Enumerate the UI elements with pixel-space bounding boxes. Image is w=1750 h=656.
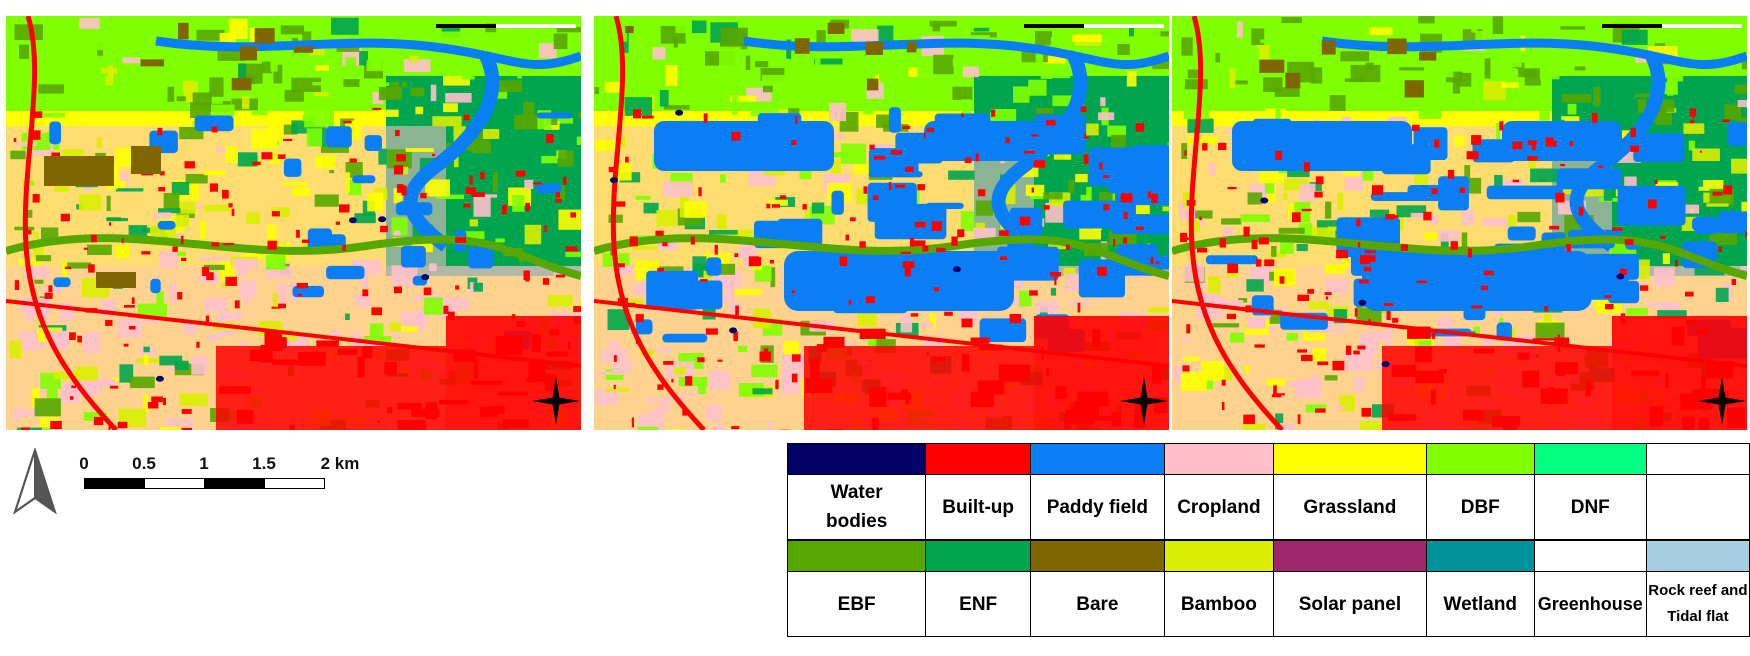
scale-tick: 0 xyxy=(79,454,89,473)
legend-label: Built-up xyxy=(925,474,1031,541)
land-cover-map-2 xyxy=(594,16,1169,430)
scale-segment xyxy=(264,478,325,489)
legend-label: Bamboo xyxy=(1163,571,1275,637)
legend-label: Water bodies xyxy=(786,474,927,541)
legend-label: ENF xyxy=(925,571,1031,637)
legend-swatch-wetland xyxy=(1425,539,1535,572)
legend-swatch-ebf xyxy=(786,539,927,572)
legend-swatch-empty xyxy=(1645,443,1750,475)
legend-label: Wetland xyxy=(1425,571,1535,637)
compass-icon xyxy=(1120,377,1168,425)
scale-segment xyxy=(204,478,265,489)
north-arrow-icon xyxy=(13,448,57,515)
legend-swatch-bare xyxy=(1029,539,1165,572)
scale-bar: 0 0.5 1 1.5 2 km xyxy=(78,454,378,494)
legend-label: Cropland xyxy=(1163,474,1275,541)
legend-label: Paddy field xyxy=(1029,474,1165,541)
legend-label: DNF xyxy=(1533,474,1647,541)
land-cover-raster xyxy=(6,16,581,430)
legend-swatch-solar-panel xyxy=(1273,539,1427,572)
land-cover-raster xyxy=(1172,16,1747,430)
legend-swatch-greenhouse xyxy=(1533,539,1647,572)
legend-swatch-water-bodies xyxy=(786,443,927,475)
legend-swatch-paddy-field xyxy=(1029,443,1165,475)
legend-label: EBF xyxy=(786,571,927,637)
legend-swatch-bamboo xyxy=(1163,539,1275,572)
legend-swatch-dbf xyxy=(1425,443,1535,475)
legend-swatch-grassland xyxy=(1273,443,1427,475)
scale-tick: 2 km xyxy=(320,454,360,473)
legend-label: Rock reef and Tidal flat xyxy=(1645,571,1750,637)
legend-swatch-dnf xyxy=(1533,443,1647,475)
legend-label: DBF xyxy=(1425,474,1535,541)
legend-label: Bare xyxy=(1029,571,1165,637)
scale-tick: 1.5 xyxy=(252,454,276,473)
legend-table: Water bodies Built-up Paddy field Cropla… xyxy=(786,443,1750,637)
legend-swatch-enf xyxy=(925,539,1031,572)
scale-segment xyxy=(144,478,205,489)
legend-swatch-cropland xyxy=(1163,443,1275,475)
scale-tick: 0.5 xyxy=(132,454,156,473)
land-cover-map-3 xyxy=(1172,16,1747,430)
land-cover-map-1 xyxy=(6,16,581,430)
legend-label: Grassland xyxy=(1273,474,1427,541)
land-cover-raster xyxy=(594,16,1169,430)
legend-swatch-built-up xyxy=(925,443,1031,475)
compass-icon xyxy=(532,377,580,425)
legend-swatch-rock-reef xyxy=(1645,539,1750,572)
compass-icon xyxy=(1698,377,1746,425)
scale-tick: 1 xyxy=(199,454,209,473)
legend-label: Greenhouse xyxy=(1533,571,1647,637)
scale-segment xyxy=(84,478,145,489)
legend-label-empty xyxy=(1645,474,1750,541)
legend-label: Solar panel xyxy=(1273,571,1427,637)
